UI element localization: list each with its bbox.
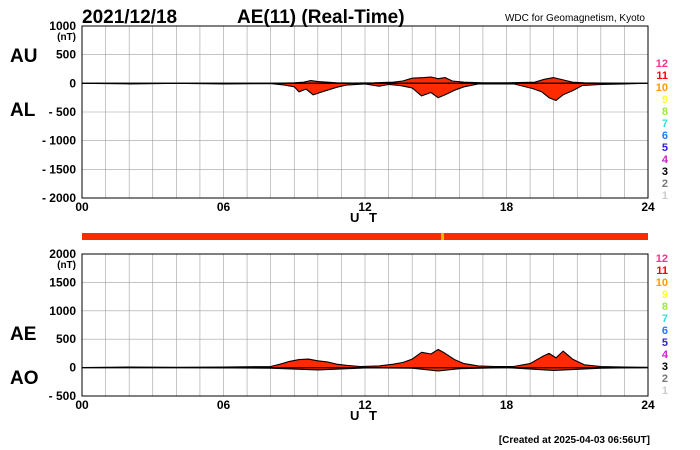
level-scale-label: 9 xyxy=(662,94,668,106)
level-scale-label: 9 xyxy=(662,289,668,301)
level-scale-label: 6 xyxy=(662,325,668,337)
level-scale-label: 10 xyxy=(656,277,668,289)
y-tick-label: 1000 xyxy=(49,19,76,33)
x-axis-label: U T xyxy=(350,408,380,423)
y-tick-label: 500 xyxy=(56,332,76,346)
y-tick-label: 1000 xyxy=(49,304,76,318)
x-tick-label: 18 xyxy=(500,398,514,412)
level-scale-label: 1 xyxy=(662,190,668,202)
index-label-ao: AO xyxy=(10,368,39,389)
unit-label: (nT) xyxy=(57,32,76,43)
x-tick-label: 06 xyxy=(217,398,231,412)
level-scale-label: 5 xyxy=(662,337,668,349)
y-tick-label: - 2000 xyxy=(42,191,76,205)
plot-frame xyxy=(81,253,649,397)
level-scale-label: 2 xyxy=(662,373,668,385)
x-tick-label: 18 xyxy=(500,200,514,214)
level-bar-marker xyxy=(441,233,444,240)
plot-title: AE(11) (Real-Time) xyxy=(237,7,405,28)
y-tick-label: 0 xyxy=(69,361,76,375)
level-scale-label: 2 xyxy=(662,178,668,190)
x-tick-label: 00 xyxy=(75,398,89,412)
y-tick-label: - 500 xyxy=(49,105,77,119)
y-tick-label: 2000 xyxy=(49,247,76,261)
x-tick-label: 24 xyxy=(641,200,655,214)
series-area-ae xyxy=(81,348,649,369)
ae-ao-panel: 2000 1500 1000 500 0 - 500 (nT) 00 06 12 18 24 U T AE… xyxy=(10,247,655,423)
level-scale-label: 5 xyxy=(662,142,668,154)
level-scale-label: 8 xyxy=(662,301,668,313)
unit-label: (nT) xyxy=(57,260,76,271)
level-scale-label: 11 xyxy=(656,70,668,82)
y-tick-label: - 500 xyxy=(49,389,77,403)
level-scale-label: 8 xyxy=(662,106,668,118)
index-label-au: AU xyxy=(10,46,37,67)
level-scale-label: 10 xyxy=(656,82,668,94)
level-scale-label: 1 xyxy=(662,385,668,397)
y-tick-label: 1500 xyxy=(49,275,76,289)
series-area-al xyxy=(81,82,649,102)
x-tick-label: 12 xyxy=(358,398,372,412)
level-scale-label: 3 xyxy=(662,166,668,178)
index-label-ae: AE xyxy=(10,324,36,345)
level-scale-label: 4 xyxy=(662,154,669,166)
y-tick-label: - 1000 xyxy=(42,134,76,148)
level-scale-label: 7 xyxy=(662,118,668,130)
y-tick-label: 0 xyxy=(69,76,76,90)
level-scale-label: 12 xyxy=(656,253,668,265)
source-label: WDC for Geomagnetism, Kyoto xyxy=(505,13,645,24)
level-scale-label: 6 xyxy=(662,130,668,142)
plot-date: 2021/12/18 xyxy=(82,7,177,28)
x-tick-label: 06 xyxy=(217,200,231,214)
level-scale-label: 12 xyxy=(656,58,668,70)
level-bar xyxy=(82,233,648,240)
plot-frame xyxy=(81,25,649,199)
level-scale-label: 7 xyxy=(662,313,668,325)
level-scale-label: 11 xyxy=(656,265,668,277)
x-tick-label: 00 xyxy=(75,200,89,214)
x-tick-label: 24 xyxy=(641,398,655,412)
au-al-panel: 1000 500 0 - 500 - 1000 - 1500 - 2000 (nT) 00 06 1… xyxy=(10,19,655,225)
index-label-al: AL xyxy=(10,100,36,121)
x-axis-label: U T xyxy=(350,210,380,225)
level-scale-label: 4 xyxy=(662,349,669,361)
y-tick-label: - 1500 xyxy=(42,162,76,176)
x-tick-label: 12 xyxy=(358,200,372,214)
created-timestamp: [Created at 2025-04-03 06:56UT] xyxy=(499,435,650,446)
y-tick-label: 500 xyxy=(56,48,76,62)
level-scale-label: 3 xyxy=(662,361,668,373)
